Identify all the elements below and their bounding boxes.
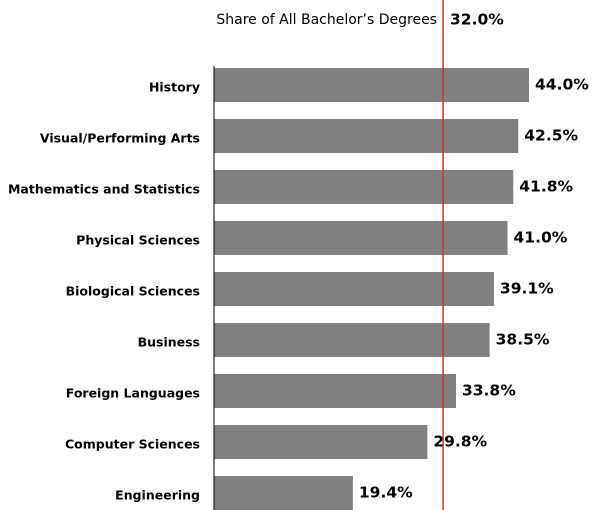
value-label: 42.5% [524, 127, 578, 145]
category-label: Computer Sciences [65, 437, 200, 452]
category-label: Mathematics and Statistics [8, 182, 200, 197]
value-label: 33.8% [462, 382, 516, 400]
category-label: Business [138, 335, 200, 350]
bar [214, 119, 519, 153]
bar [214, 425, 428, 459]
bar [214, 374, 456, 408]
category-label: Engineering [115, 488, 200, 503]
value-label: 41.0% [514, 229, 568, 247]
category-label: Visual/Performing Arts [40, 131, 200, 146]
bar [214, 323, 490, 357]
value-label: 38.5% [496, 331, 550, 349]
category-label: Physical Sciences [76, 233, 200, 248]
bar [214, 68, 529, 102]
category-label: History [149, 80, 200, 95]
reference-label: Share of All Bachelor’s Degrees [216, 12, 437, 28]
bar [214, 170, 514, 204]
value-label: 41.8% [519, 178, 573, 196]
value-label: 44.0% [535, 76, 589, 94]
value-label: 39.1% [500, 280, 554, 298]
value-label: 19.4% [359, 484, 413, 502]
reference-value-label: 32.0% [450, 11, 504, 29]
bar [214, 221, 508, 255]
category-label: Biological Sciences [66, 284, 200, 299]
category-label: Foreign Languages [66, 386, 200, 401]
bar [214, 272, 494, 306]
value-label: 29.8% [433, 433, 487, 451]
bar [214, 476, 353, 510]
